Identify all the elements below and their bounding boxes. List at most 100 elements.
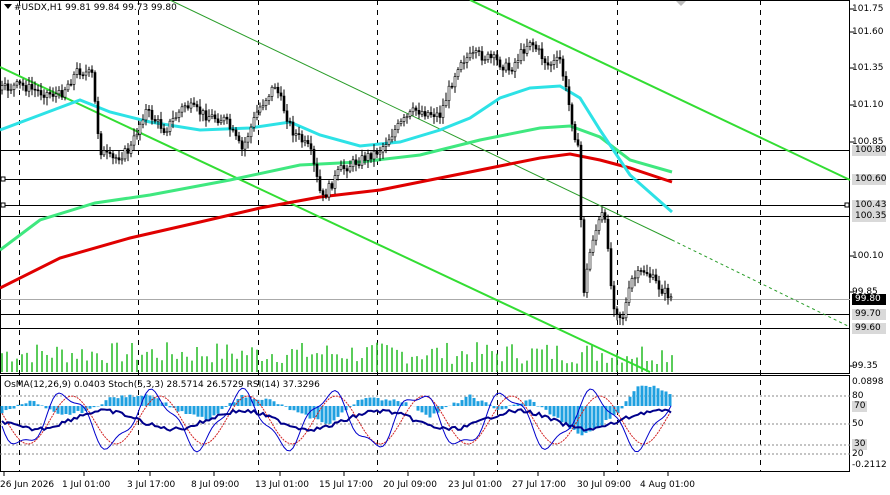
osma-bar (100, 404, 104, 406)
candle-body (618, 313, 622, 319)
candle-body (666, 287, 670, 299)
candle-body (495, 54, 499, 61)
osma-bar (60, 406, 64, 415)
osma-bar (188, 406, 192, 415)
candle-body (639, 270, 643, 272)
osma-bar (192, 406, 196, 415)
osma-bar (48, 406, 52, 410)
candle-body (270, 86, 274, 97)
candle-body (645, 272, 649, 275)
candle-body (201, 110, 205, 115)
osma-bar (612, 406, 616, 415)
candle-body (24, 85, 28, 92)
osma-bar (628, 396, 632, 406)
osma-bar (328, 406, 332, 424)
candle-body (420, 111, 424, 115)
candle-body (435, 112, 439, 117)
candle-body (87, 69, 91, 73)
candle-body (9, 89, 13, 91)
osma-bar (288, 406, 292, 411)
candle-body (516, 60, 520, 63)
candle-body (444, 100, 448, 107)
candle-body (621, 317, 625, 320)
indicator-scale-label: 20 (852, 449, 864, 459)
candle-body (219, 120, 223, 124)
candle-body (42, 94, 46, 98)
candle-body (3, 83, 7, 86)
candle-body (594, 230, 598, 241)
osma-bar (636, 386, 640, 406)
osma-bar (4, 406, 8, 411)
candle-body (480, 51, 484, 61)
osma-bar (368, 397, 372, 406)
candle-body (255, 111, 259, 118)
candle-body (120, 158, 124, 161)
candle-body (342, 165, 346, 169)
candle-body (375, 150, 379, 155)
candle-body (582, 219, 586, 293)
osma-bar (424, 406, 428, 415)
rsi-label: RSI(14) 37.3296 (246, 380, 320, 390)
time-label: 8 Jul 09:00 (191, 480, 240, 490)
osma-bar (176, 406, 180, 412)
ema-fast-line (0, 84, 673, 214)
candle-body (291, 121, 295, 136)
osma-bar (500, 406, 504, 410)
candle-body (378, 151, 382, 155)
osma-bar (528, 399, 532, 406)
candle-body (393, 129, 397, 138)
candle-body (186, 105, 190, 109)
osma-bar (28, 400, 32, 406)
candle-body (513, 62, 517, 72)
candle-body (183, 105, 187, 108)
line-anchor[interactable] (844, 202, 850, 208)
time-label: 20 Jul 09:00 (383, 480, 437, 490)
osma-bar (360, 399, 364, 406)
candle-body (648, 273, 652, 278)
candle-body (207, 116, 211, 121)
ema-slow-line (0, 152, 673, 290)
chart-shift-marker[interactable] (676, 1, 686, 6)
candle-body (204, 110, 208, 121)
candle-body (180, 106, 184, 113)
candle-body (150, 109, 154, 120)
line-anchor[interactable] (0, 176, 6, 182)
candle-body (477, 50, 481, 52)
osma-bar (248, 396, 252, 406)
candle-body (138, 123, 142, 135)
level-tag: 100.35 (852, 211, 887, 222)
candle-body (588, 252, 592, 270)
price-label: 99.35 (852, 361, 878, 371)
candle-body (222, 116, 226, 122)
osma-bar (208, 406, 212, 420)
osma-bar (552, 406, 556, 417)
candle-body (546, 62, 550, 66)
candle-body (111, 153, 115, 159)
candle-body (303, 140, 307, 143)
candle-body (135, 133, 139, 137)
dropdown-arrow-icon[interactable] (4, 3, 12, 11)
osma-bar (656, 388, 660, 406)
candle-body (96, 101, 100, 134)
candle-body (396, 123, 400, 130)
osma-bar (152, 396, 156, 406)
candle-body (615, 308, 619, 315)
osma-bar (544, 406, 548, 410)
osma-bar (452, 402, 456, 406)
candle-body (330, 183, 334, 189)
candle-body (423, 111, 427, 117)
osma-bar (180, 406, 184, 412)
level-tag: 99.70 (852, 309, 886, 320)
candle-body (534, 44, 538, 50)
candle-body (273, 86, 277, 89)
candle-body (492, 54, 496, 59)
candle-body (432, 114, 436, 117)
osma-bar (268, 399, 272, 406)
price-label: 101.75 (852, 4, 884, 14)
candle-body (387, 139, 391, 145)
candle-body (285, 110, 289, 122)
candle-body (555, 56, 559, 61)
line-anchor[interactable] (0, 202, 6, 208)
oscillator-lines (1, 387, 672, 453)
